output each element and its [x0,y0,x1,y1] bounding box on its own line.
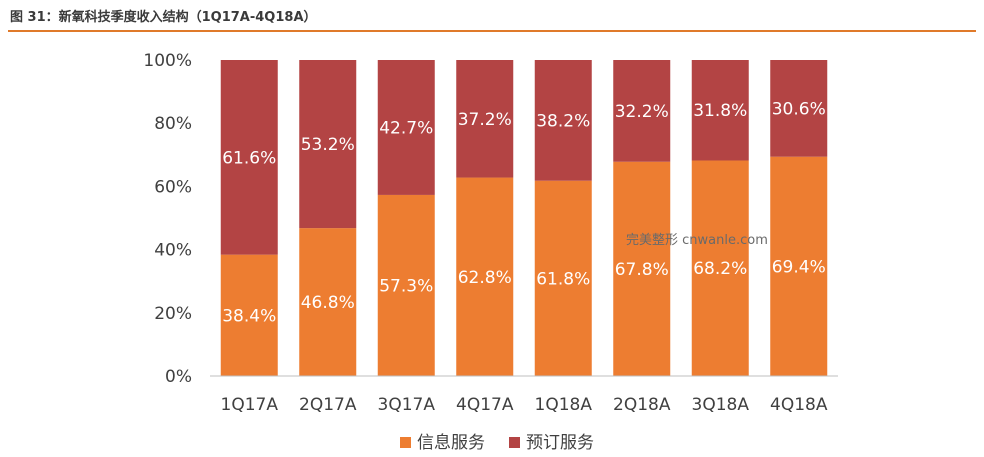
x-tick-label: 3Q17A [378,395,436,415]
watermark: 完美整形 cnwanle.com [626,233,768,248]
data-label: 31.8% [693,101,747,121]
x-axis: 1Q17A 2Q17A 3Q17A 4Q17A 1Q18A 2Q18A 3Q18A 4Q18A [210,375,838,415]
legend-swatch [509,437,520,448]
bar-booking-service [770,60,828,157]
figure-title: 图 31：新氧科技季度收入结构（1Q17A-4Q18A） [10,10,317,25]
bar-booking-service [613,60,671,162]
data-label: 62.8% [458,268,512,288]
y-tick-label: 80% [154,114,192,134]
legend-swatch [400,437,411,448]
data-label: 67.8% [615,260,669,280]
y-axis: 0% 20% 40% 60% 80% 100% [143,51,192,387]
data-label: 69.4% [772,257,826,277]
bar-info-service [534,180,592,376]
data-label: 61.8% [536,269,590,289]
y-tick-label: 0% [165,367,192,387]
bar-info-service [456,177,514,376]
y-tick-label: 20% [154,304,192,324]
x-tick-label: 4Q18A [770,395,828,415]
bar-info-service [377,194,435,376]
data-label: 53.2% [301,135,355,155]
bar-info-service [691,160,749,376]
bar-info-service [299,228,357,376]
x-tick-label: 3Q18A [692,395,750,415]
x-tick-label: 1Q18A [535,395,593,415]
data-label: 30.6% [772,99,826,119]
bar-booking-service [691,60,749,161]
data-label: 57.3% [379,276,433,296]
x-tick-label: 2Q18A [613,395,671,415]
y-tick-label: 40% [154,241,192,261]
bar-info-service [770,156,828,376]
x-tick-label: 2Q17A [299,395,357,415]
data-label: 37.2% [458,110,512,130]
data-label: 61.6% [222,148,276,168]
legend-label: 信息服务 [417,433,485,453]
x-tick-label: 4Q17A [456,395,514,415]
bar-booking-service [377,60,435,195]
data-label: 38.2% [536,111,590,131]
bar-info-service [613,161,671,376]
bar-info-service [220,254,278,376]
title-rule [8,30,976,32]
bar-booking-service [299,60,357,229]
legend: 信息服务 预订服务 [400,433,594,453]
data-label: 32.2% [615,102,669,122]
legend-label: 预订服务 [526,433,594,453]
y-tick-label: 100% [143,51,192,71]
y-tick-label: 60% [154,177,192,197]
bar-booking-service [534,60,592,181]
data-label: 38.4% [222,306,276,326]
bar-booking-service [456,60,514,178]
data-label: 42.7% [379,118,433,138]
bar-booking-service [220,60,278,255]
x-tick-label: 1Q17A [221,395,279,415]
data-label: 68.2% [693,259,747,279]
bars: 38.4% 61.6% 46.8% 53.2% 57.3% 42.7% 62.8% 37.2%… [220,60,828,376]
data-label: 46.8% [301,293,355,313]
